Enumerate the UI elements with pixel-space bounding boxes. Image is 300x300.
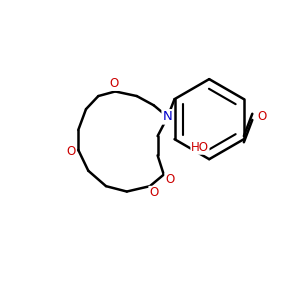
Text: O: O: [149, 186, 158, 200]
Text: O: O: [109, 77, 119, 90]
Text: O: O: [165, 173, 174, 186]
Text: O: O: [258, 110, 267, 123]
Text: N: N: [163, 110, 172, 123]
Text: HO: HO: [191, 141, 209, 154]
Text: O: O: [66, 145, 75, 158]
